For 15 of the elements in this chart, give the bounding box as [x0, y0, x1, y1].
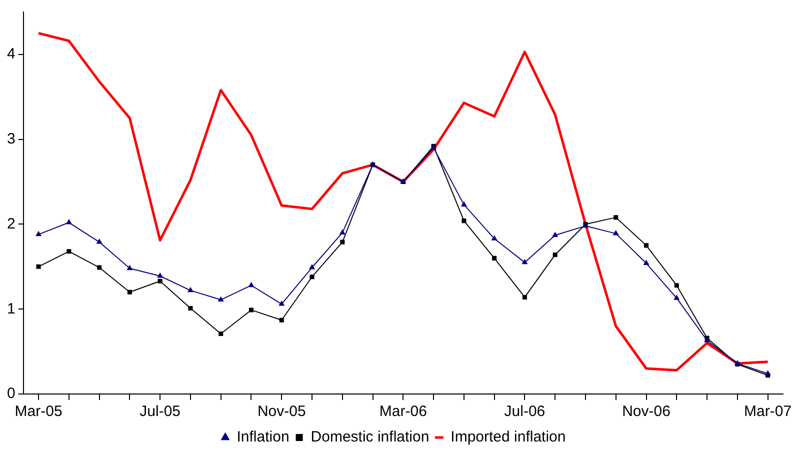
legend-label: Domestic inflation	[310, 428, 430, 446]
y-tick-label: 2	[7, 215, 16, 232]
legend-label: Imported inflation	[450, 428, 566, 446]
legend-label: Inflation	[236, 428, 290, 446]
x-tick-label: Mar-05	[14, 403, 62, 420]
x-tick-label: Mar-06	[379, 403, 427, 420]
y-tick-label: 4	[7, 46, 16, 63]
x-tick-label: Jul-06	[504, 403, 546, 420]
y-tick-label: 3	[7, 130, 16, 148]
x-tick-label: Nov-06	[622, 403, 670, 420]
x-tick-label: Nov-05	[257, 403, 306, 420]
y-tick-label: 0	[7, 385, 16, 402]
y-tick-label: 1	[7, 300, 16, 318]
x-tick-label: Jul-05	[140, 403, 181, 420]
x-tick-label: Mar-07	[744, 403, 792, 420]
